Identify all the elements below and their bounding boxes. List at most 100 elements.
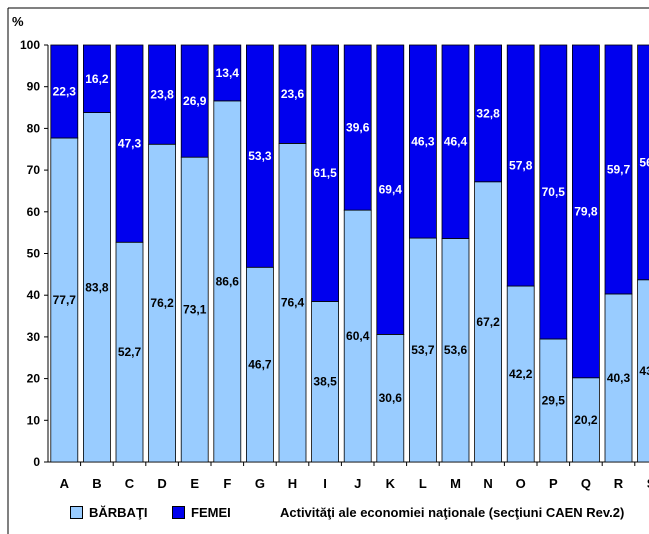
bar-barbati [311, 301, 340, 463]
data-label-femei: 70,5 [542, 185, 566, 199]
bar-femei [474, 44, 503, 183]
data-label-barbati: 60,4 [346, 329, 370, 343]
legend-label-barbati: BĂRBAŢI [89, 505, 148, 520]
bar-femei [311, 44, 340, 302]
bar-femei [408, 44, 437, 239]
data-label-femei: 46,4 [444, 135, 468, 149]
data-label-femei: 57,8 [509, 159, 533, 173]
bar-femei [343, 44, 372, 211]
y-tick-label: 60 [27, 205, 41, 219]
x-tick-label: S [647, 476, 649, 491]
x-tick-label: J [354, 476, 361, 491]
y-tick-label: 50 [27, 247, 41, 261]
data-label-femei: 61,5 [313, 166, 337, 180]
bar-femei [572, 44, 600, 379]
x-tick-label: R [614, 476, 624, 491]
x-tick-label: E [190, 476, 199, 491]
legend-item-femei: FEMEI [172, 505, 231, 520]
x-tick-label: N [483, 476, 492, 491]
data-label-barbati: 38,5 [313, 375, 337, 389]
bar-barbati [148, 143, 177, 463]
y-tick-label: 90 [27, 80, 41, 94]
data-label-femei: 79,8 [574, 204, 598, 218]
bar-barbati [50, 137, 79, 463]
bar-barbati [539, 338, 568, 463]
bar-femei [604, 44, 633, 295]
bar-barbati [637, 279, 649, 463]
x-tick-label: H [288, 476, 297, 491]
data-label-barbati: 52,7 [118, 345, 142, 359]
data-label-barbati: 40,3 [607, 371, 631, 385]
x-tick-label: M [450, 476, 461, 491]
legend-swatch-barbati [70, 506, 83, 519]
data-label-barbati: 77,7 [53, 293, 77, 307]
bar-femei [148, 44, 177, 145]
legend-item-barbati: BĂRBAŢI [70, 505, 148, 520]
data-label-barbati: 42,2 [509, 367, 533, 381]
bar-femei [115, 44, 144, 243]
bar-barbati [83, 112, 111, 463]
bar-femei [245, 44, 274, 268]
data-label-femei: 53,3 [248, 149, 272, 163]
data-label-femei: 46,3 [411, 135, 435, 149]
bar-femei [50, 44, 79, 139]
x-tick-label: K [386, 476, 396, 491]
bar-femei [637, 44, 649, 281]
bar-femei [506, 44, 535, 287]
data-label-femei: 22,3 [53, 84, 77, 98]
data-label-barbati: 46,7 [248, 358, 272, 372]
data-label-femei: 59,7 [607, 162, 631, 176]
legend-label-femei: FEMEI [191, 505, 231, 520]
bar-femei [213, 44, 242, 102]
data-label-femei: 47,3 [118, 137, 142, 151]
bar-barbati [343, 209, 372, 463]
bar-femei [441, 44, 470, 239]
bar-barbati [213, 100, 242, 463]
bar-barbati [441, 238, 470, 463]
x-tick-label: O [516, 476, 526, 491]
y-tick-label: 100 [20, 38, 40, 52]
data-label-barbati: 76,2 [150, 296, 174, 310]
y-tick-label: 20 [27, 372, 41, 386]
bar-barbati [408, 237, 437, 463]
data-label-barbati: 53,6 [444, 343, 468, 357]
y-tick-label: 70 [27, 163, 41, 177]
bar-barbati [278, 143, 307, 463]
data-label-barbati: 76,4 [281, 296, 305, 310]
x-tick-label: G [255, 476, 265, 491]
bar-barbati [376, 333, 405, 463]
y-tick-label: 10 [27, 413, 41, 427]
bar-barbati [115, 241, 144, 463]
data-label-femei: 32,8 [476, 106, 500, 120]
x-tick-label: C [125, 476, 135, 491]
data-label-barbati: 53,7 [411, 343, 435, 357]
bar-barbati [604, 293, 633, 463]
x-tick-label: I [323, 476, 327, 491]
x-tick-label: B [92, 476, 101, 491]
x-tick-label: Q [581, 476, 591, 491]
bar-barbati [506, 285, 535, 463]
plot-area: 0 10 20 30 40 50 60 70 80 90 100 77,7 22,3 A 83,8 16,2 B… [20, 38, 649, 491]
x-tick-label: L [419, 476, 427, 491]
bar-barbati [180, 156, 209, 463]
x-axis-title: Activităţi ale economiei naţionale (secţ… [280, 505, 625, 520]
data-label-femei: 69,4 [379, 183, 403, 197]
bar-femei [376, 44, 405, 335]
y-tick-label: 40 [27, 288, 41, 302]
bar-barbati [572, 377, 600, 463]
bar-femei [83, 44, 111, 113]
x-tick-label: F [223, 476, 231, 491]
data-label-femei: 23,8 [150, 88, 174, 102]
data-label-barbati: 86,6 [216, 274, 240, 288]
data-label-barbati: 20,2 [574, 413, 598, 427]
y-tick-label: 30 [27, 330, 41, 344]
data-label-barbati: 29,5 [542, 393, 566, 407]
x-tick-label: P [549, 476, 558, 491]
y-axis-unit: % [12, 14, 24, 29]
data-label-femei: 39,6 [346, 121, 370, 135]
data-label-barbati: 43,7 [639, 364, 649, 378]
bar-femei [180, 44, 209, 158]
data-label-femei: 13,4 [216, 66, 240, 80]
data-label-barbati: 83,8 [85, 280, 109, 294]
